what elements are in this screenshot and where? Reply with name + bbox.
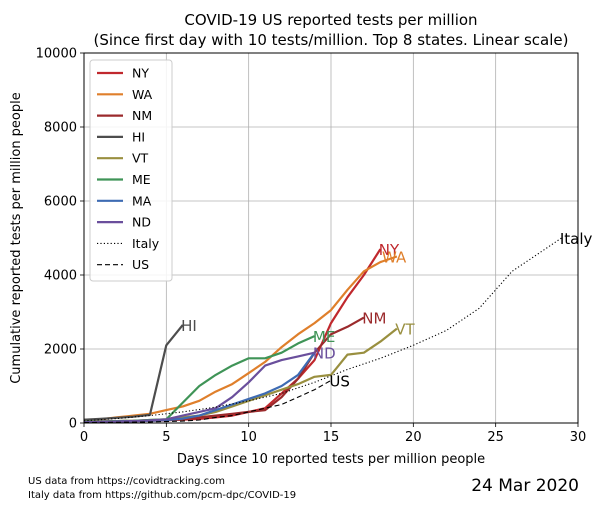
end-label-vt: VT <box>395 321 415 339</box>
legend-entry-hi: HI <box>132 129 145 144</box>
date-label: 24 Mar 2020 <box>471 476 579 496</box>
legend-entry-ny: NY <box>132 66 149 81</box>
end-label-nd: ND <box>313 345 336 363</box>
end-label-nm: NM <box>362 310 386 328</box>
legend-entry-wa: WA <box>132 87 153 102</box>
end-label-ny: NY <box>379 241 400 259</box>
y-tick-label: 2000 <box>44 343 77 358</box>
footer-source-us: US data from https://covidtracking.com <box>28 476 225 487</box>
end-label-me: ME <box>313 328 335 346</box>
series-line-nd <box>83 351 315 424</box>
x-tick-label: 15 <box>323 430 340 445</box>
series-line-italy <box>83 237 562 422</box>
x-tick-label: 20 <box>405 430 422 445</box>
legend: NY WA NM HI VT ME MA ND Italy US <box>89 59 173 282</box>
footer-source-italy: Italy data from https://github.com/pcm-d… <box>28 490 297 501</box>
legend-entry-nm: NM <box>132 108 152 123</box>
end-label-italy: Italy <box>560 230 593 248</box>
x-tick-label: 5 <box>162 430 170 445</box>
legend-entry-italy: Italy <box>132 236 160 251</box>
x-tick-label: 10 <box>240 430 257 445</box>
legend-entry-us: US <box>132 257 149 272</box>
y-axis-label: Cumulative reported tests per million pe… <box>9 92 24 384</box>
chart-title-line-1: COVID-19 US reported tests per million <box>184 11 477 29</box>
series-line-us <box>83 379 332 424</box>
legend-entry-nd: ND <box>132 215 151 230</box>
end-label-hi: HI <box>181 317 197 335</box>
y-tick-label: 0 <box>69 417 77 432</box>
legend-entry-ma: MA <box>132 193 152 208</box>
x-tick-label: 30 <box>570 430 587 445</box>
end-label-us: US <box>329 372 350 390</box>
series-line-vt <box>83 327 398 423</box>
end-label-wa: WA <box>382 249 407 267</box>
x-tick-label: 0 <box>80 430 88 445</box>
legend-entry-vt: VT <box>132 151 149 166</box>
y-tick-label: 8000 <box>44 121 77 136</box>
chart-title-line-2: (Since first day with 10 tests/million. … <box>94 31 569 49</box>
legend-entry-me: ME <box>132 172 151 187</box>
series-layer <box>83 237 562 424</box>
series-line-hi <box>83 324 184 421</box>
y-tick-label: 10000 <box>36 47 77 62</box>
axis-ticks: 0 5 10 15 20 25 30 0 2000 4000 6000 8000 10000 <box>36 47 587 446</box>
x-tick-label: 25 <box>487 430 504 445</box>
legend-box <box>89 59 173 282</box>
y-tick-label: 6000 <box>44 195 77 210</box>
x-axis-label: Days since 10 reported tests per million… <box>177 452 485 467</box>
y-tick-label: 4000 <box>44 269 77 284</box>
